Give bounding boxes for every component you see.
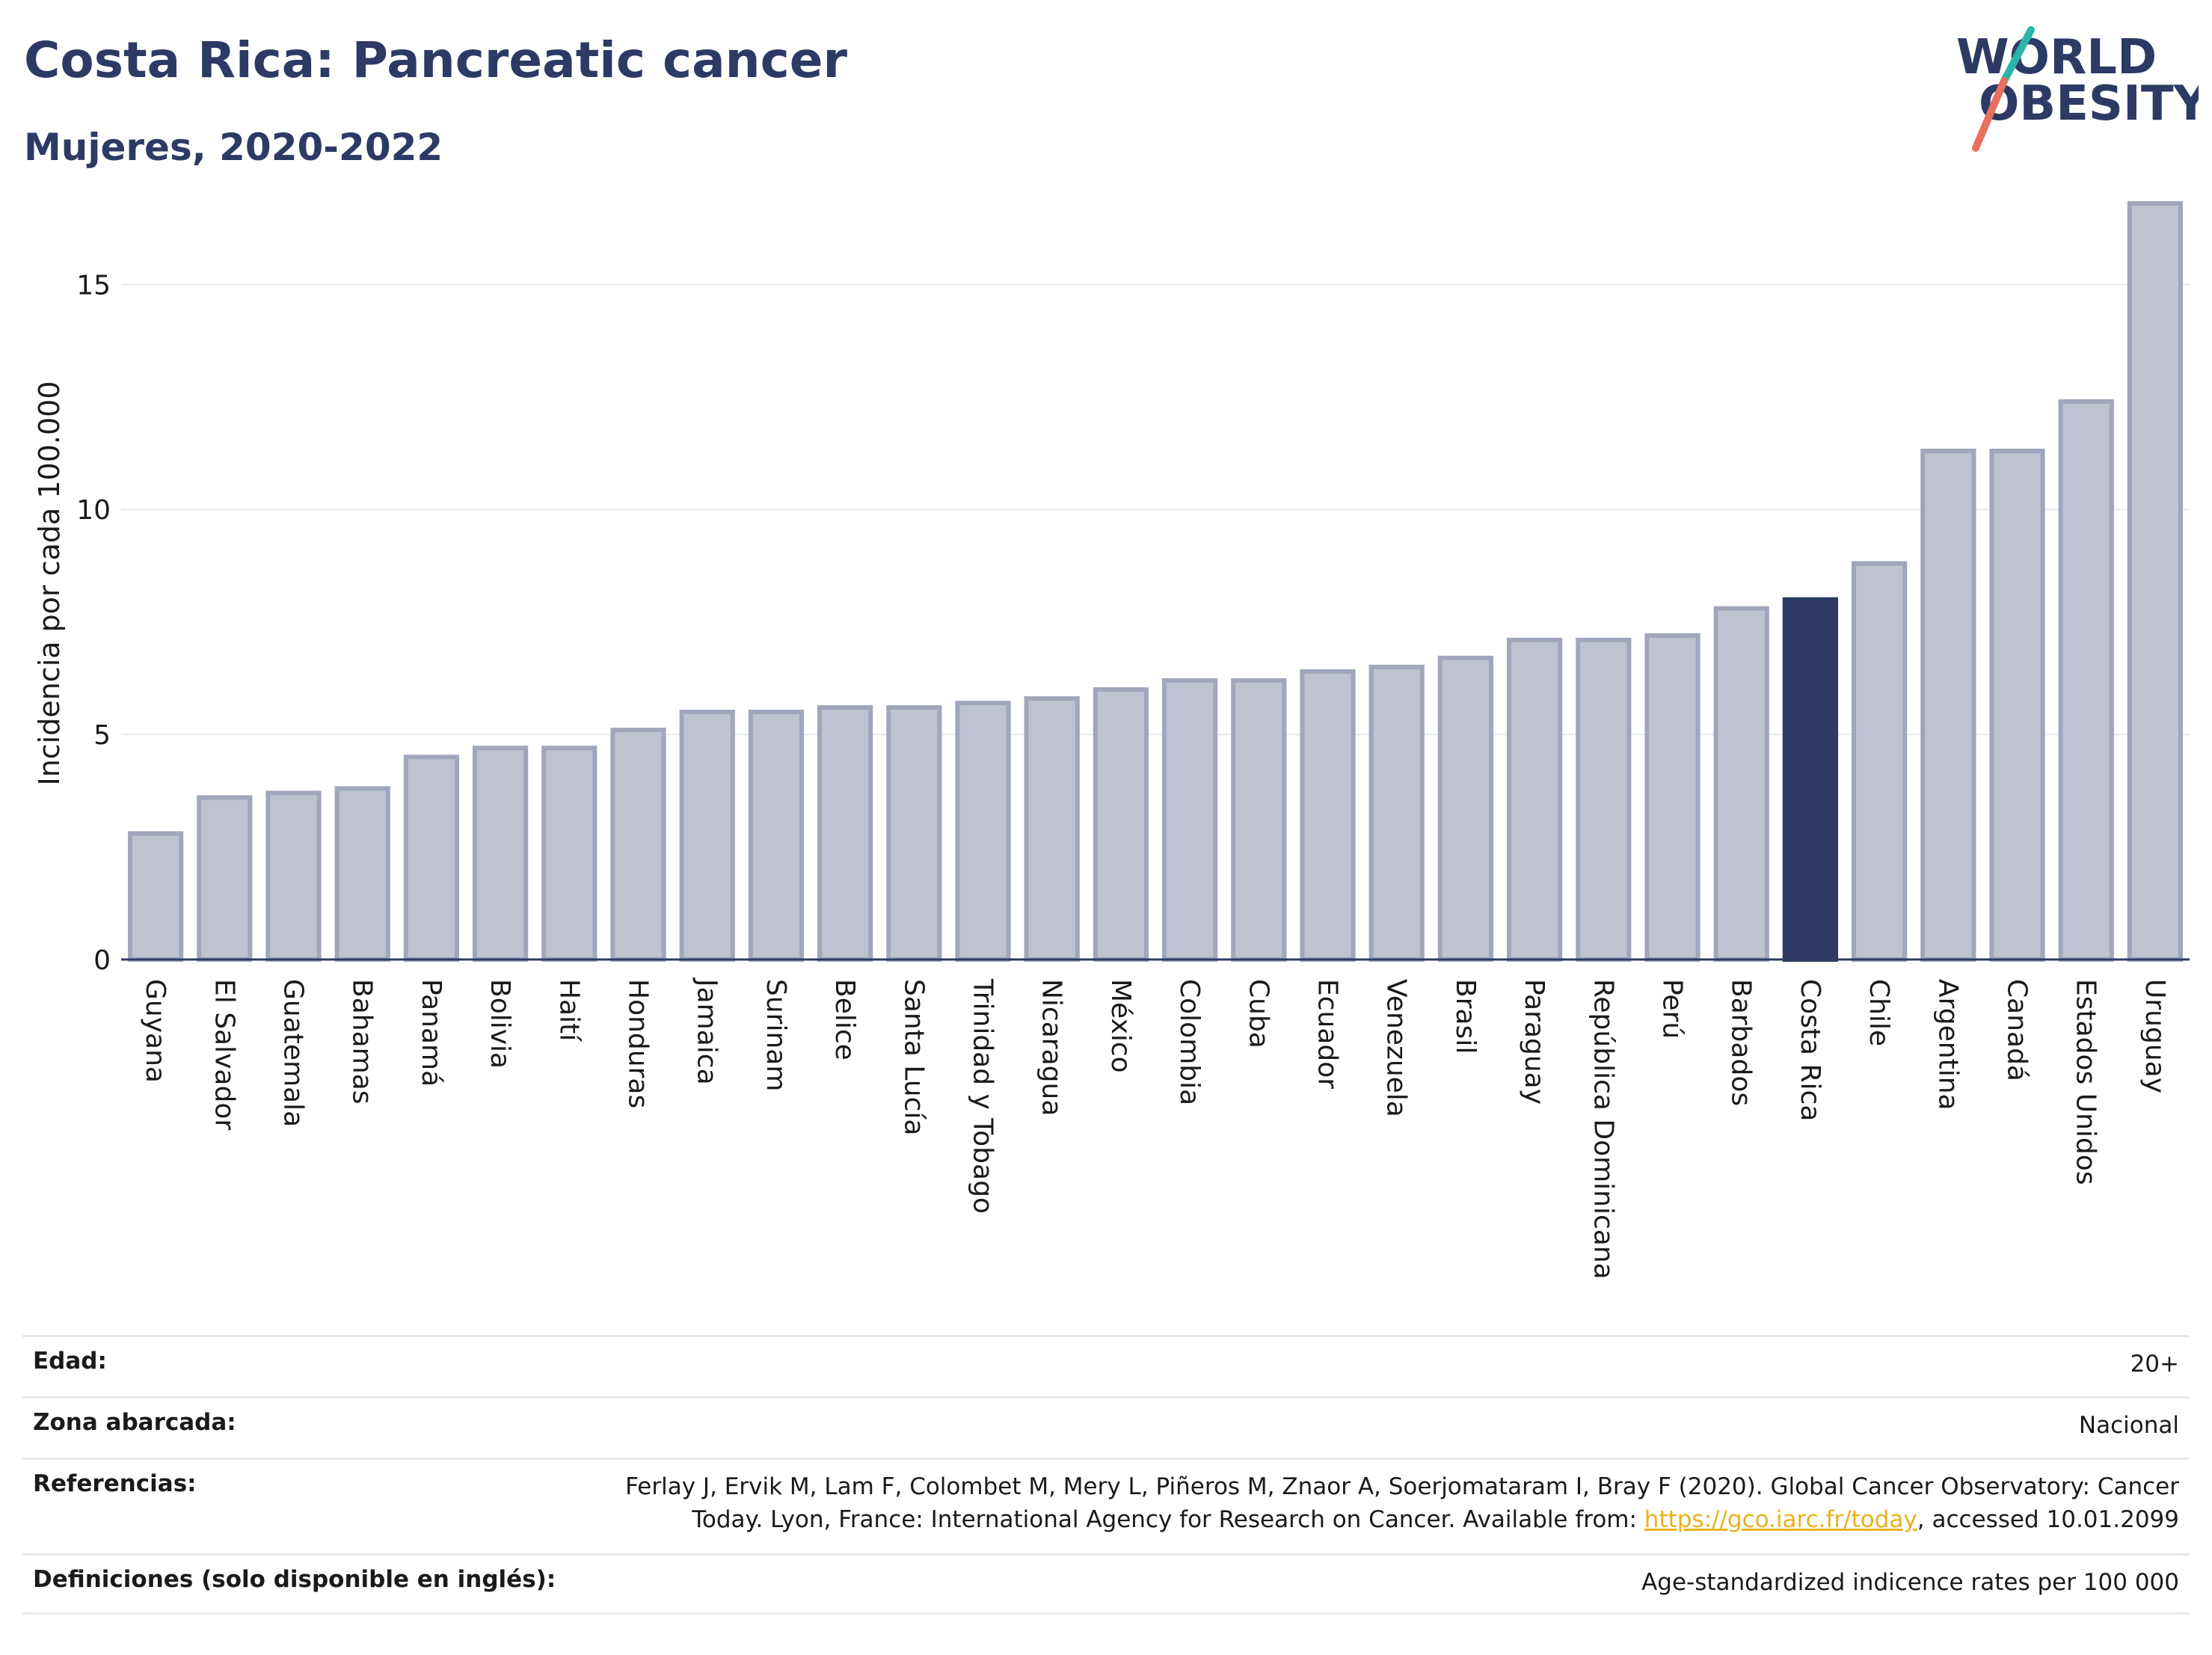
bar <box>1437 655 1494 962</box>
bar <box>1782 597 1839 962</box>
ref-text-2: Today. Lyon, France: International Agenc… <box>692 1506 1644 1533</box>
x-tick-label: Guatemala <box>278 979 309 1127</box>
x-tick-label: Venezuela <box>1381 979 1412 1117</box>
x-tick-label: Argentina <box>1932 979 1963 1111</box>
ref-value: Ferlay J, Ervik M, Lam F, Colombet M, Me… <box>625 1470 2179 1536</box>
info-row-referencias: Referencias: Ferlay J, Ervik M, Lam F, C… <box>22 1458 2190 1553</box>
bar <box>1368 664 1425 962</box>
def-value: Age-standardized indicence rates per 100… <box>1641 1569 2179 1596</box>
x-tick-label: Paraguay <box>1519 979 1549 1105</box>
bar <box>1576 637 1632 962</box>
world-obesity-logo: WORLD OBESITY <box>1956 26 2199 152</box>
bar <box>265 790 322 962</box>
x-tick-label: Costa Rica <box>1795 979 1825 1121</box>
zona-label: Zona abarcada: <box>33 1409 236 1436</box>
x-tick-label: Haití <box>553 979 584 1042</box>
bar <box>334 786 390 962</box>
bar <box>610 728 666 962</box>
x-tick-label: Estados Unidos <box>2071 979 2101 1185</box>
bar <box>1506 637 1563 962</box>
x-tick-label: República Dominicana <box>1588 979 1618 1280</box>
x-tick-label: Jamaica <box>692 977 722 1085</box>
chart-subtitle: Mujeres, 2020-2022 <box>24 126 443 169</box>
y-tick-label: 0 <box>93 945 111 976</box>
y-axis-label: Incidencia por cada 100.000 <box>33 381 66 786</box>
logo-slash-bottom <box>1972 77 2008 152</box>
bar <box>2127 201 2184 962</box>
bar <box>1851 561 1908 962</box>
bar <box>955 700 1011 962</box>
x-tick-label: Panamá <box>416 979 446 1087</box>
x-tick-label: Trinidad y Tobago <box>968 978 998 1214</box>
ref-link[interactable]: https://gco.iarc.fr/today <box>1644 1506 1917 1533</box>
bar <box>127 831 184 962</box>
bar <box>1300 669 1356 962</box>
x-tick-label: México <box>1105 979 1136 1073</box>
ref-label: Referencias: <box>33 1470 197 1497</box>
edad-label: Edad: <box>33 1348 107 1375</box>
x-tick-label: Santa Lucía <box>898 979 929 1135</box>
bar <box>197 795 253 962</box>
bar <box>1920 449 1976 962</box>
logo-line-2: OBESITY <box>1979 76 2199 132</box>
x-tick-label: Brasil <box>1450 979 1481 1054</box>
bar <box>817 705 873 962</box>
x-tick-label: Belice <box>829 979 860 1060</box>
x-tick-label: Canadá <box>2002 979 2033 1081</box>
ref-text-3: , accessed 10.01.2099 <box>1917 1506 2179 1533</box>
info-row-zona: Zona abarcada: Nacional <box>22 1396 2190 1458</box>
x-tick-label: Guyana <box>140 979 170 1083</box>
x-tick-label: Honduras <box>623 979 654 1108</box>
edad-value: 20+ <box>2130 1351 2179 1378</box>
info-row-definiciones: Definiciones (solo disponible en inglés)… <box>22 1553 2190 1615</box>
x-tick-label: Uruguay <box>2139 979 2170 1093</box>
bar <box>1713 606 1769 962</box>
bar <box>1644 633 1701 962</box>
x-tick-label: Nicaragua <box>1036 979 1067 1116</box>
y-tick-label: 5 <box>93 720 111 751</box>
x-tick-label: Chile <box>1864 979 1894 1046</box>
info-row-edad: Edad: 20+ <box>22 1335 2190 1396</box>
x-tick-label: Ecuador <box>1312 979 1343 1089</box>
bar <box>472 746 529 962</box>
bar <box>1231 678 1287 962</box>
x-tick-label: Surinam <box>761 979 791 1091</box>
x-tick-label: Bolivia <box>485 979 515 1069</box>
bar <box>2058 399 2114 962</box>
bar <box>1989 449 2045 962</box>
logo-slash-top <box>2000 26 2035 85</box>
bar <box>679 710 735 962</box>
bar <box>541 746 597 962</box>
logo-line-1: WORLD <box>1956 30 2157 85</box>
x-tick-label: El Salvador <box>209 979 239 1130</box>
x-tick-label: Colombia <box>1174 979 1205 1105</box>
x-tick-label: Bahamas <box>347 979 378 1105</box>
bar <box>1161 678 1218 962</box>
x-tick-label: Perú <box>1657 979 1688 1039</box>
x-tick-label: Cuba <box>1243 979 1274 1048</box>
bar <box>1024 696 1080 962</box>
bar <box>1093 687 1149 962</box>
zona-value: Nacional <box>2078 1412 2179 1439</box>
info-table: Edad: 20+ Zona abarcada: Nacional Refere… <box>22 1335 2190 1615</box>
y-tick-label: 15 <box>76 270 111 301</box>
y-tick-label: 10 <box>76 495 111 526</box>
bar <box>886 705 942 962</box>
chart-title: Costa Rica: Pancreatic cancer <box>24 31 848 89</box>
bar <box>748 710 805 962</box>
bar-chart: 0 5 10 15 Guyana El Salvador Guatemala Bahamas P… <box>76 201 2190 1280</box>
def-label: Definiciones (solo disponible en inglés)… <box>33 1566 556 1593</box>
ref-text-1: Ferlay J, Ervik M, Lam F, Colombet M, Me… <box>625 1473 2179 1500</box>
bar <box>403 755 460 962</box>
x-tick-label: Barbados <box>1726 979 1757 1106</box>
